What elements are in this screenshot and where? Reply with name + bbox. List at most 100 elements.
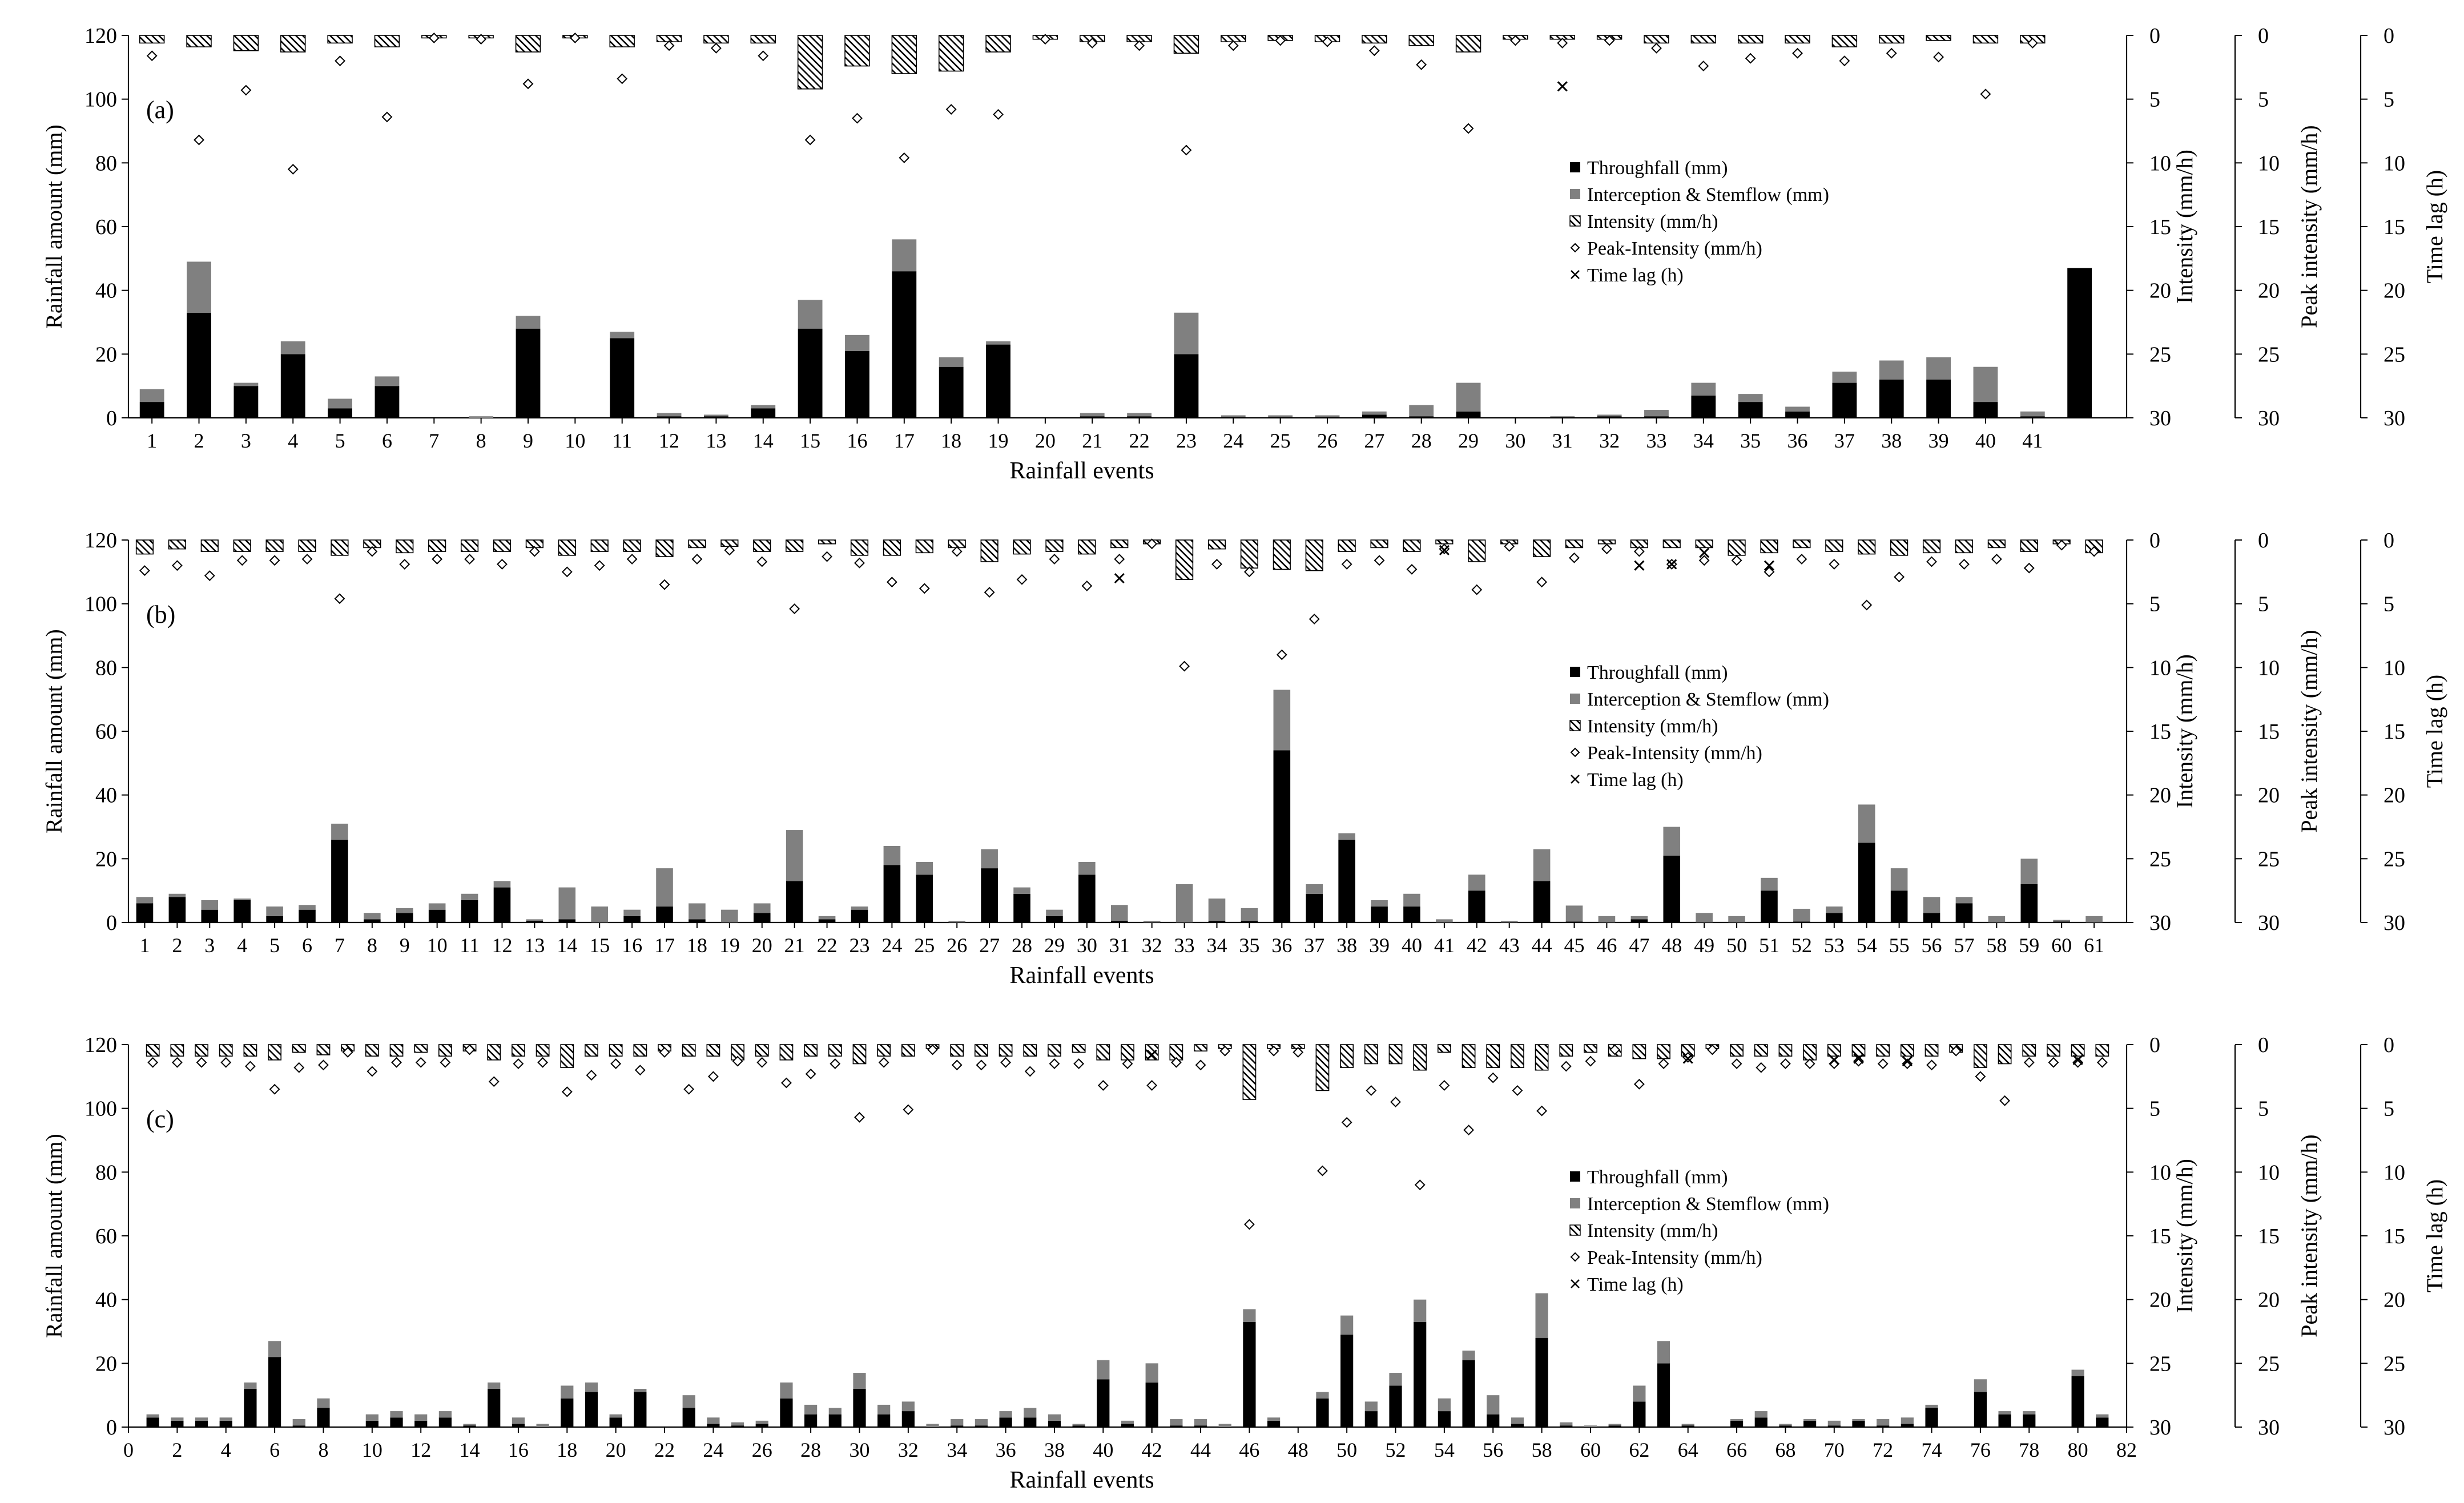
secondary-axis-label: Time lag (h)	[2422, 1179, 2447, 1293]
x-tick-label: 5	[335, 429, 345, 452]
x-tick-label: 61	[2084, 934, 2104, 957]
interception-bar	[1803, 1419, 1817, 1421]
intensity-bar	[1413, 1044, 1427, 1071]
interception-bar	[591, 906, 608, 922]
interception-bar	[493, 881, 511, 888]
throughfall-bar	[328, 408, 352, 418]
interception-bar	[1597, 414, 1622, 417]
throughfall-bar	[2071, 1376, 2084, 1427]
intensity-bar	[1023, 1044, 1037, 1057]
peak-intensity-marker	[171, 560, 183, 571]
peak-intensity-marker	[497, 559, 508, 570]
time-lag-marker	[1439, 545, 1450, 555]
intensity-bar	[1048, 1044, 1061, 1057]
interception-bar	[488, 1382, 501, 1389]
intensity-bar	[1273, 539, 1291, 570]
intensity-bar	[1121, 1044, 1134, 1061]
throughfall-bar	[1754, 1417, 1768, 1427]
throughfall-bar	[1013, 893, 1030, 922]
x-tick-label: 13	[706, 429, 726, 452]
intensity-bar	[1728, 539, 1746, 556]
x-tick-label: 18	[941, 429, 961, 452]
peak-intensity-marker	[464, 1044, 475, 1055]
throughfall-bar	[1221, 417, 1246, 418]
legend-label: Throughfall (mm)	[1587, 158, 1728, 179]
throughfall-bar	[1633, 1401, 1646, 1427]
intensity-bar	[828, 1044, 842, 1057]
intensity-bar	[1987, 539, 2006, 549]
x-tick-label: 32	[1142, 934, 1162, 957]
peak-intensity-marker	[561, 1086, 573, 1098]
y-tick-label: 120	[84, 1033, 117, 1057]
interception-bar	[951, 1419, 964, 1426]
interception-bar	[1925, 1404, 1938, 1408]
interception-bar	[786, 830, 803, 881]
interception-bar	[1218, 1424, 1231, 1427]
throughfall-bar	[707, 1424, 720, 1427]
y-tick-label: 40	[95, 1288, 117, 1312]
time-lag-marker	[1634, 560, 1645, 571]
x-tick-label: 19	[719, 934, 740, 957]
peak-intensity-marker	[1275, 35, 1286, 46]
peak-intensity-marker	[1601, 543, 1612, 555]
peak-intensity-marker	[1114, 554, 1125, 565]
throughfall-bar	[438, 1417, 452, 1427]
throughfall-bar	[975, 1425, 988, 1427]
x-tick-label: 57	[1954, 934, 1974, 957]
peak-intensity-marker	[1276, 649, 1287, 660]
x-tick-label: 30	[1077, 934, 1097, 957]
time-lag-marker	[1114, 573, 1125, 584]
legend-swatch-time-lag	[1571, 775, 1580, 784]
intensity-bar	[316, 1044, 331, 1055]
intensity-bar	[1690, 35, 1717, 44]
throughfall-bar	[268, 1357, 281, 1427]
interception-bar	[364, 913, 381, 920]
x-tick-label: 76	[1970, 1438, 1991, 1461]
peak-intensity-marker	[171, 1057, 183, 1068]
y-tick-label: 20	[95, 847, 117, 871]
x-tick-label: 12	[659, 429, 679, 452]
peak-intensity-marker	[1633, 1078, 1645, 1090]
throughfall-bar	[512, 1424, 525, 1427]
peak-intensity-marker	[367, 1066, 378, 1077]
intensity-bar	[797, 35, 823, 90]
secondary-axis-label: Peak intensity (mm/h)	[2296, 630, 2322, 833]
x-tick-label: 2	[172, 1438, 182, 1461]
throughfall-bar	[780, 1398, 793, 1427]
intensity-bar	[460, 539, 479, 552]
x-tick-label: 58	[1986, 934, 2007, 957]
peak-intensity-marker	[1317, 1165, 1328, 1176]
x-tick-label: 49	[1694, 934, 1714, 957]
x-tick-label: 39	[1369, 934, 1390, 957]
intensity-bar	[414, 1044, 428, 1053]
time-lag-marker	[1146, 1049, 1157, 1060]
secondary-tick-label: 20	[2149, 1288, 2171, 1312]
throughfall-bar	[463, 1425, 476, 1427]
peak-intensity-marker	[732, 1055, 743, 1067]
intensity-bar	[883, 539, 901, 556]
legend-label: Peak-Intensity (mm/h)	[1587, 743, 1762, 764]
x-axis-label: Rainfall events	[1009, 962, 1154, 989]
throughfall-bar	[1110, 921, 1128, 922]
interception-bar	[1826, 906, 1843, 913]
intensity-bar	[999, 1044, 1013, 1057]
y-tick-label: 60	[95, 215, 117, 239]
peak-intensity-marker	[1122, 1058, 1133, 1069]
intensity-bar	[1468, 539, 1486, 562]
intensity-bar	[975, 1044, 988, 1057]
interception-bar	[1024, 1408, 1037, 1418]
secondary-tick-label: 5	[2384, 88, 2394, 112]
interception-bar	[1403, 893, 1420, 907]
intensity-bar	[243, 1044, 257, 1057]
intensity-bar	[1364, 1044, 1378, 1065]
x-tick-label: 34	[947, 1438, 967, 1461]
x-tick-label: 23	[849, 934, 869, 957]
x-tick-label: 16	[508, 1438, 529, 1461]
peak-intensity-marker	[1512, 1085, 1523, 1096]
x-tick-label: 44	[1532, 934, 1552, 957]
peak-intensity-marker	[610, 1058, 622, 1069]
secondary-tick-label: 10	[2384, 656, 2405, 680]
peak-intensity-marker	[1219, 1045, 1231, 1057]
intensity-bar	[146, 1044, 160, 1057]
peak-intensity-marker	[1146, 538, 1158, 550]
